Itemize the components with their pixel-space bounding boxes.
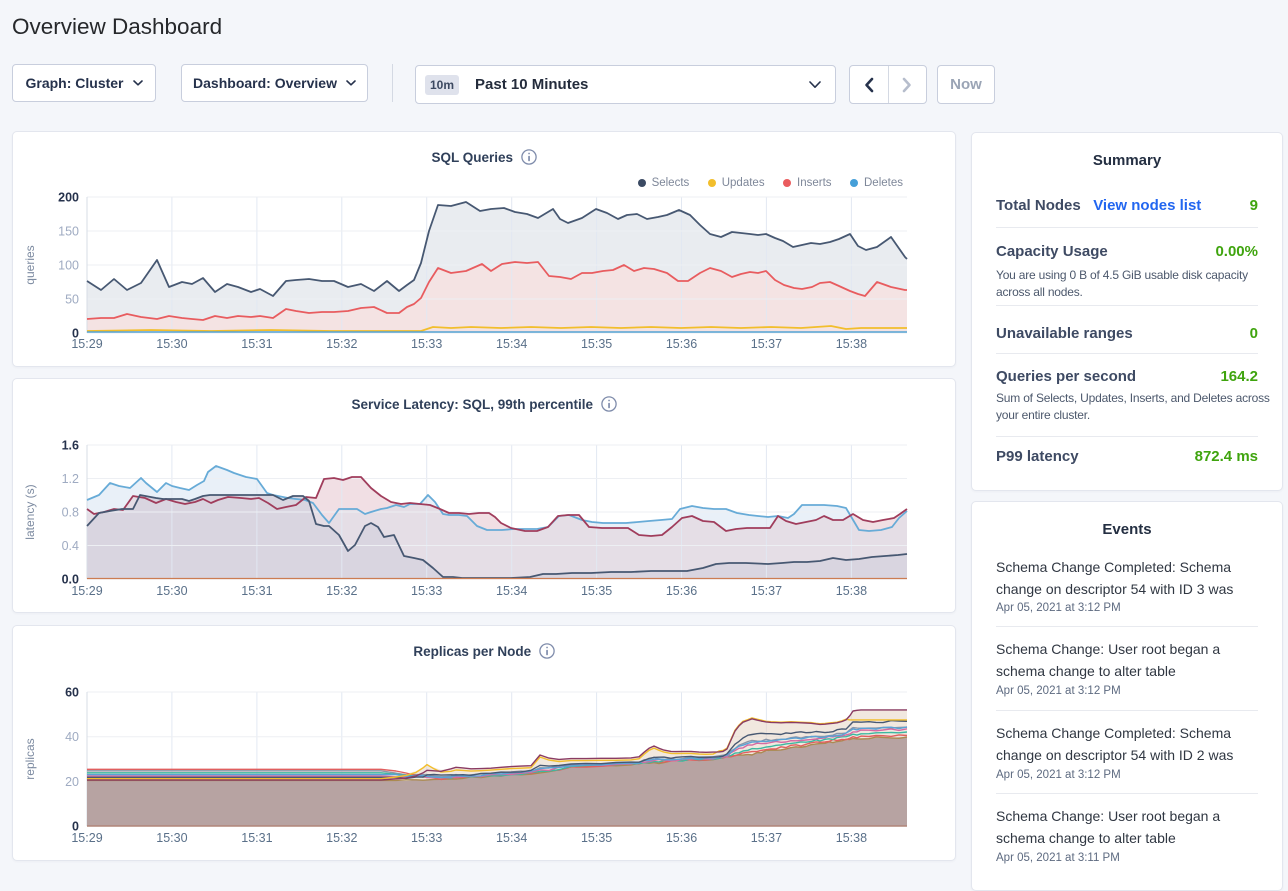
- svg-text:15:31: 15:31: [241, 584, 272, 598]
- svg-text:15:36: 15:36: [666, 584, 697, 598]
- svg-text:15:35: 15:35: [581, 337, 612, 351]
- svg-text:15:31: 15:31: [241, 337, 272, 351]
- svg-text:1.2: 1.2: [62, 472, 79, 486]
- svg-text:latency (s): latency (s): [23, 484, 37, 539]
- svg-text:200: 200: [58, 191, 79, 205]
- svg-text:15:29: 15:29: [71, 831, 102, 845]
- svg-text:40: 40: [65, 730, 79, 744]
- svg-text:50: 50: [65, 293, 79, 307]
- svg-text:queries: queries: [23, 245, 37, 284]
- svg-text:15:37: 15:37: [751, 831, 782, 845]
- svg-text:15:30: 15:30: [156, 584, 187, 598]
- svg-text:15:37: 15:37: [751, 584, 782, 598]
- svg-text:150: 150: [58, 225, 79, 239]
- svg-text:15:36: 15:36: [666, 831, 697, 845]
- svg-text:1.6: 1.6: [62, 439, 79, 453]
- svg-text:15:32: 15:32: [326, 831, 357, 845]
- svg-text:15:33: 15:33: [411, 831, 442, 845]
- svg-text:0: 0: [72, 327, 79, 341]
- svg-text:15:38: 15:38: [836, 584, 867, 598]
- svg-text:15:32: 15:32: [326, 337, 357, 351]
- svg-text:15:36: 15:36: [666, 337, 697, 351]
- svg-text:15:35: 15:35: [581, 584, 612, 598]
- svg-text:100: 100: [58, 259, 79, 273]
- svg-text:20: 20: [65, 775, 79, 789]
- svg-text:15:38: 15:38: [836, 831, 867, 845]
- svg-text:15:38: 15:38: [836, 337, 867, 351]
- svg-text:15:29: 15:29: [71, 584, 102, 598]
- svg-text:0.0: 0.0: [62, 573, 79, 587]
- svg-text:replicas: replicas: [23, 738, 37, 779]
- svg-text:0.8: 0.8: [62, 506, 79, 520]
- svg-text:15:30: 15:30: [156, 337, 187, 351]
- svg-text:15:34: 15:34: [496, 337, 527, 351]
- svg-text:15:31: 15:31: [241, 831, 272, 845]
- svg-text:15:33: 15:33: [411, 584, 442, 598]
- svg-text:15:35: 15:35: [581, 831, 612, 845]
- svg-text:15:34: 15:34: [496, 584, 527, 598]
- svg-text:15:33: 15:33: [411, 337, 442, 351]
- svg-text:15:32: 15:32: [326, 584, 357, 598]
- svg-text:0.4: 0.4: [62, 539, 79, 553]
- svg-text:0: 0: [72, 820, 79, 834]
- svg-text:15:30: 15:30: [156, 831, 187, 845]
- svg-text:15:37: 15:37: [751, 337, 782, 351]
- svg-text:60: 60: [65, 686, 79, 700]
- svg-text:15:29: 15:29: [71, 337, 102, 351]
- svg-text:15:34: 15:34: [496, 831, 527, 845]
